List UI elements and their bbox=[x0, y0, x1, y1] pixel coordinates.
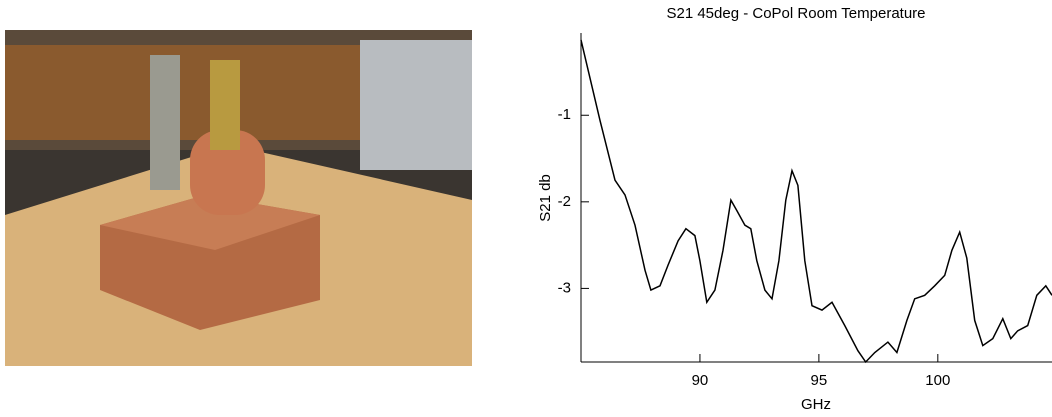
x-tick-label: 90 bbox=[692, 372, 709, 389]
x-tick-label: 100 bbox=[925, 372, 950, 389]
photo bbox=[5, 30, 472, 366]
y-tick-label: -1 bbox=[558, 106, 571, 123]
x-axis-label: GHz bbox=[801, 396, 831, 413]
x-tick-label: 95 bbox=[811, 372, 828, 389]
data-line bbox=[580, 39, 1052, 364]
y-axis-label: S21 db bbox=[537, 174, 554, 222]
y-tick-label: -3 bbox=[558, 279, 571, 296]
y-tick-label: -2 bbox=[558, 193, 571, 210]
chart-title: S21 45deg - CoPol Room Temperature bbox=[666, 5, 925, 22]
